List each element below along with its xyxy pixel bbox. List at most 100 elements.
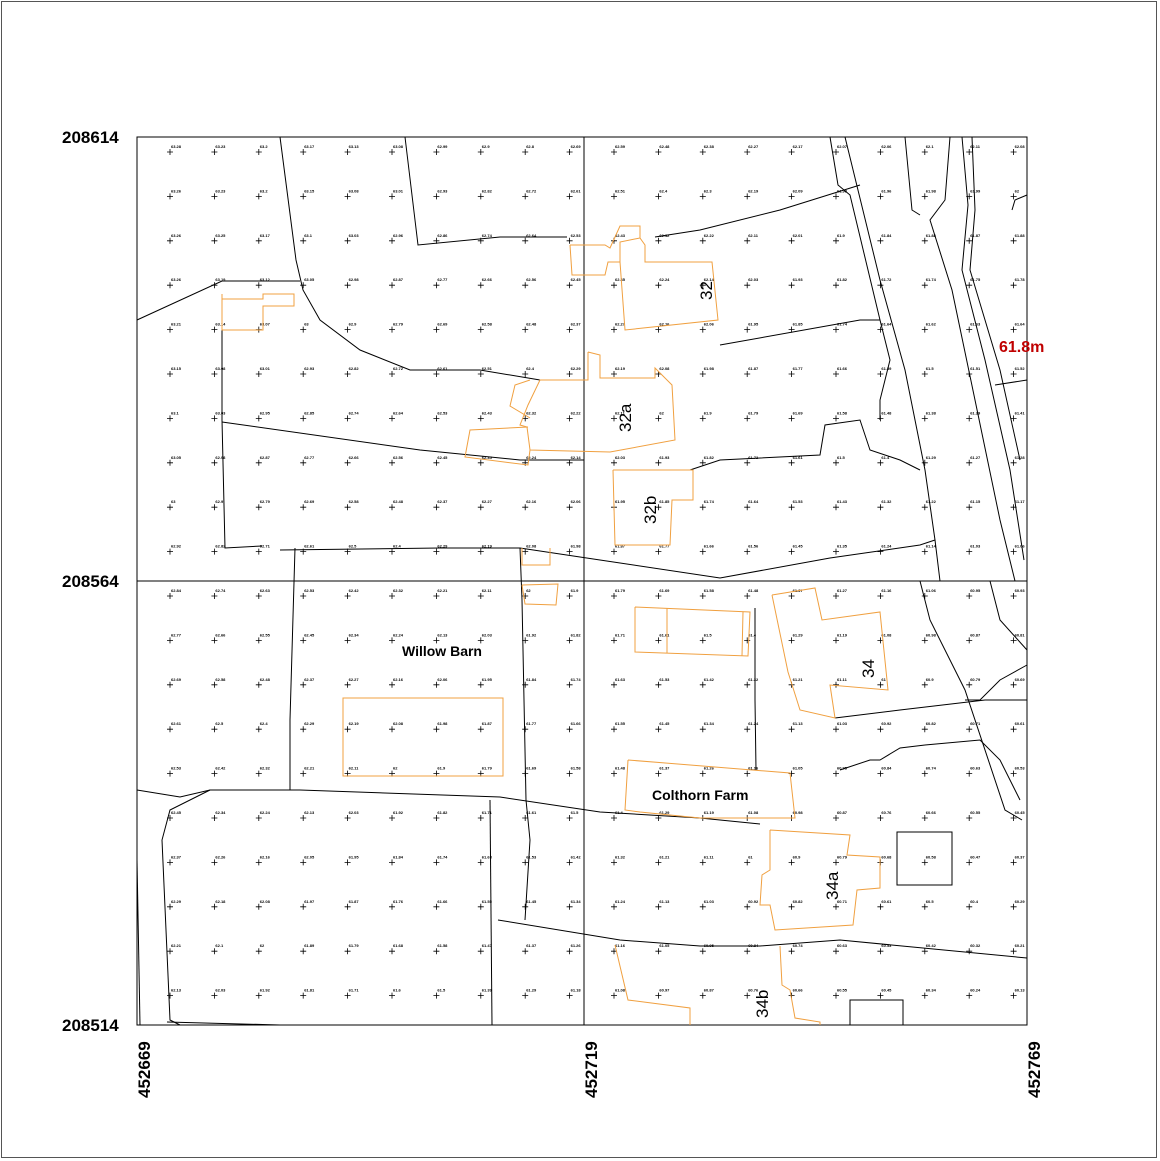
spot-height-mark <box>167 903 173 910</box>
spot-height-mark <box>566 815 573 821</box>
spot-height-mark <box>566 459 573 466</box>
spot-height-value: 61.29 <box>526 988 537 993</box>
spot-height-value: 60.82 <box>793 899 804 904</box>
spot-height-value: 62.08 <box>393 721 404 726</box>
spot-height-value: 62.9 <box>349 322 358 327</box>
boundary-line <box>839 744 926 771</box>
spot-height-mark <box>833 859 839 866</box>
spot-height-value: 60.69 <box>1015 677 1026 682</box>
spot-height-mark <box>611 815 617 821</box>
spot-height-mark <box>477 637 484 644</box>
boundary-line <box>166 1021 281 1026</box>
spot-height-mark <box>655 415 662 422</box>
spot-height-mark <box>167 282 173 289</box>
spot-height-mark <box>389 637 395 644</box>
spot-height-mark <box>300 992 307 999</box>
spot-height-value: 61.48 <box>615 766 626 771</box>
spot-height-mark <box>1010 859 1017 866</box>
spot-height-mark <box>255 770 262 777</box>
spot-height-mark <box>833 637 839 644</box>
spot-height-value: 61.9 <box>837 233 846 238</box>
spot-height-value: 62.32 <box>260 766 271 771</box>
spot-height-value: 62.56 <box>526 277 537 282</box>
spot-height-mark <box>699 504 706 511</box>
spot-height-mark <box>611 903 617 910</box>
spot-height-mark <box>1010 371 1017 377</box>
spot-height-value: 61.56 <box>748 544 759 549</box>
spot-height-mark <box>744 770 751 777</box>
boundary-line <box>994 379 1028 386</box>
spot-height-mark <box>744 992 751 999</box>
spot-height-mark <box>788 149 795 155</box>
spot-height-value: 61.68 <box>393 943 404 948</box>
spot-height-value: 61.64 <box>1015 322 1026 327</box>
spot-height-value: 62.45 <box>304 632 315 637</box>
spot-height-value: 62.66 <box>482 277 493 282</box>
spot-height-mark <box>699 726 706 733</box>
spot-height-value: 61.35 <box>837 544 848 549</box>
spot-height-mark <box>788 282 795 289</box>
spot-height-value: 62.19 <box>615 366 626 371</box>
spot-height-mark <box>877 593 884 599</box>
spot-height-mark <box>611 859 617 866</box>
spot-height-mark <box>744 948 751 955</box>
spot-height-mark <box>611 681 617 688</box>
spot-height-value: 63.05 <box>171 455 182 460</box>
spot-height-mark <box>344 948 351 955</box>
spot-height-mark <box>344 637 351 644</box>
spot-height-value: 61.48 <box>881 410 892 415</box>
spot-height-mark <box>699 859 706 866</box>
spot-height-mark <box>966 770 973 777</box>
spot-height-mark <box>655 548 662 555</box>
spot-height-value: 61.17 <box>1015 499 1026 504</box>
spot-height-mark <box>167 593 173 599</box>
spot-height-value: 61.71 <box>482 810 493 815</box>
spot-height-value: 61.85 <box>793 322 804 327</box>
spot-height-mark <box>921 326 928 333</box>
boundary-line <box>221 320 263 549</box>
spot-height-mark <box>788 770 795 777</box>
spot-height-mark <box>966 459 973 466</box>
spot-height-mark <box>611 371 617 377</box>
spot-height-value: 61.88 <box>926 233 937 238</box>
spot-height-mark <box>211 193 218 200</box>
spot-height-value: 63.15 <box>171 366 182 371</box>
spot-height-value: 61.79 <box>748 410 759 415</box>
spot-height-mark <box>877 548 884 555</box>
spot-height-value: 61.93 <box>793 277 804 282</box>
spot-height-value: 61.53 <box>526 854 537 859</box>
spot-height-value: 62.03 <box>349 810 360 815</box>
spot-height-value: 63.23 <box>215 144 226 149</box>
spot-height-mark <box>389 593 395 599</box>
spot-height-mark <box>655 504 662 511</box>
spot-height-value: 61.74 <box>926 277 937 282</box>
spot-height-mark <box>389 548 395 555</box>
spot-height-mark <box>611 726 617 733</box>
boundary-line <box>497 919 1028 959</box>
spot-height-value: 61.24 <box>881 544 892 549</box>
spot-height-value: 61.32 <box>748 677 759 682</box>
spot-height-value: 60.92 <box>881 721 892 726</box>
spot-height-value: 61.34 <box>704 721 715 726</box>
spot-height-mark <box>877 726 884 733</box>
spot-height-value: 61.66 <box>571 721 582 726</box>
spot-height-mark <box>300 326 307 333</box>
spot-height-value: 62.16 <box>526 499 537 504</box>
spot-height-mark <box>477 326 484 333</box>
spot-height-mark <box>655 948 662 955</box>
spot-height-mark <box>921 282 928 289</box>
spot-height-mark <box>167 237 173 244</box>
spot-height-mark <box>611 992 617 999</box>
spot-height-value: 61.39 <box>482 988 493 993</box>
spot-height-value: 61.08 <box>881 632 892 637</box>
spot-height-value: 62.59 <box>615 144 626 149</box>
spot-height-mark <box>167 459 173 466</box>
spot-height-mark <box>344 149 351 155</box>
spot-height-mark <box>255 237 262 244</box>
spot-height-value: 62.53 <box>571 233 582 238</box>
spot-height-value: 61.53 <box>659 677 670 682</box>
spot-height-value: 61.41 <box>1015 410 1026 415</box>
spot-height-value: 61.5 <box>837 455 846 460</box>
spot-height-value: 61.97 <box>304 899 315 904</box>
